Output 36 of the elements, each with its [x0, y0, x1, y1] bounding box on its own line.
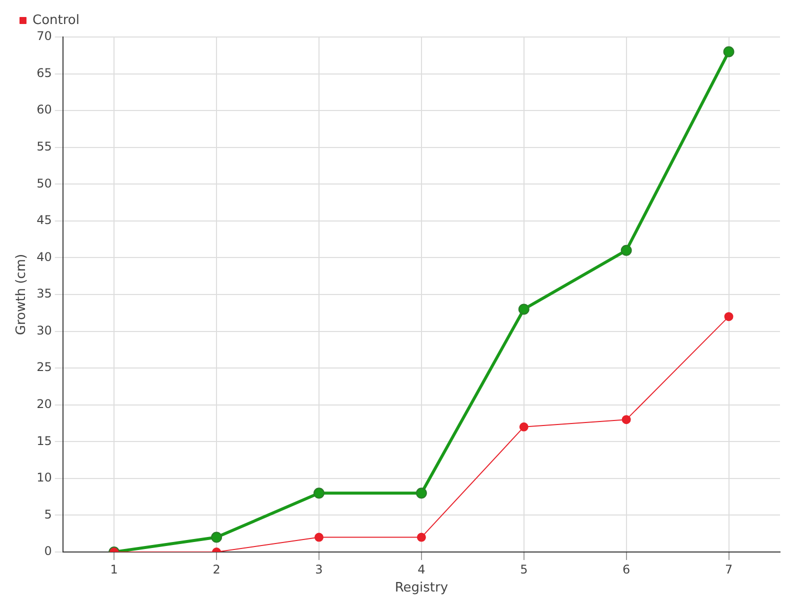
x-tick-label: 1: [110, 562, 118, 576]
y-tick-label: 20: [36, 396, 52, 411]
y-tick-label: 25: [36, 360, 52, 374]
y-tick-label: 15: [36, 434, 52, 448]
y-tick-label: 10: [36, 470, 52, 485]
y-tick-label: 50: [36, 176, 52, 190]
x-tick-label: 7: [724, 562, 733, 576]
y-tick-label: 0: [44, 544, 52, 558]
y-tick-label: 70: [36, 29, 52, 44]
x-tick-label: 4: [418, 562, 426, 576]
x-tick-label: 5: [520, 562, 528, 576]
x-tick-label: 6: [622, 562, 630, 576]
point: [519, 422, 528, 432]
point: [314, 532, 324, 542]
y-tick-label: 5: [44, 507, 52, 522]
point: [416, 488, 427, 499]
y-tick-label: 35: [36, 286, 52, 301]
point: [518, 304, 530, 315]
point: [723, 46, 734, 58]
point: [313, 488, 324, 499]
point: [622, 415, 631, 424]
x-axis-title: Registry: [394, 580, 448, 596]
point: [211, 532, 222, 543]
legend-label: Control: [32, 12, 80, 28]
point: [416, 532, 426, 542]
point: [620, 244, 632, 256]
y-tick-label: 60: [36, 102, 52, 117]
x-tick-label: 3: [315, 562, 323, 576]
y-tick-label: 65: [36, 66, 52, 80]
y-tick-label: 30: [36, 323, 52, 338]
x-tick-label: 2: [212, 562, 220, 576]
point: [724, 312, 734, 322]
y-axis-title: Growth (cm): [14, 254, 30, 336]
y-tick-label: 40: [36, 250, 52, 264]
y-tick-label: 55: [36, 139, 52, 154]
y-tick-label: 45: [36, 213, 52, 228]
